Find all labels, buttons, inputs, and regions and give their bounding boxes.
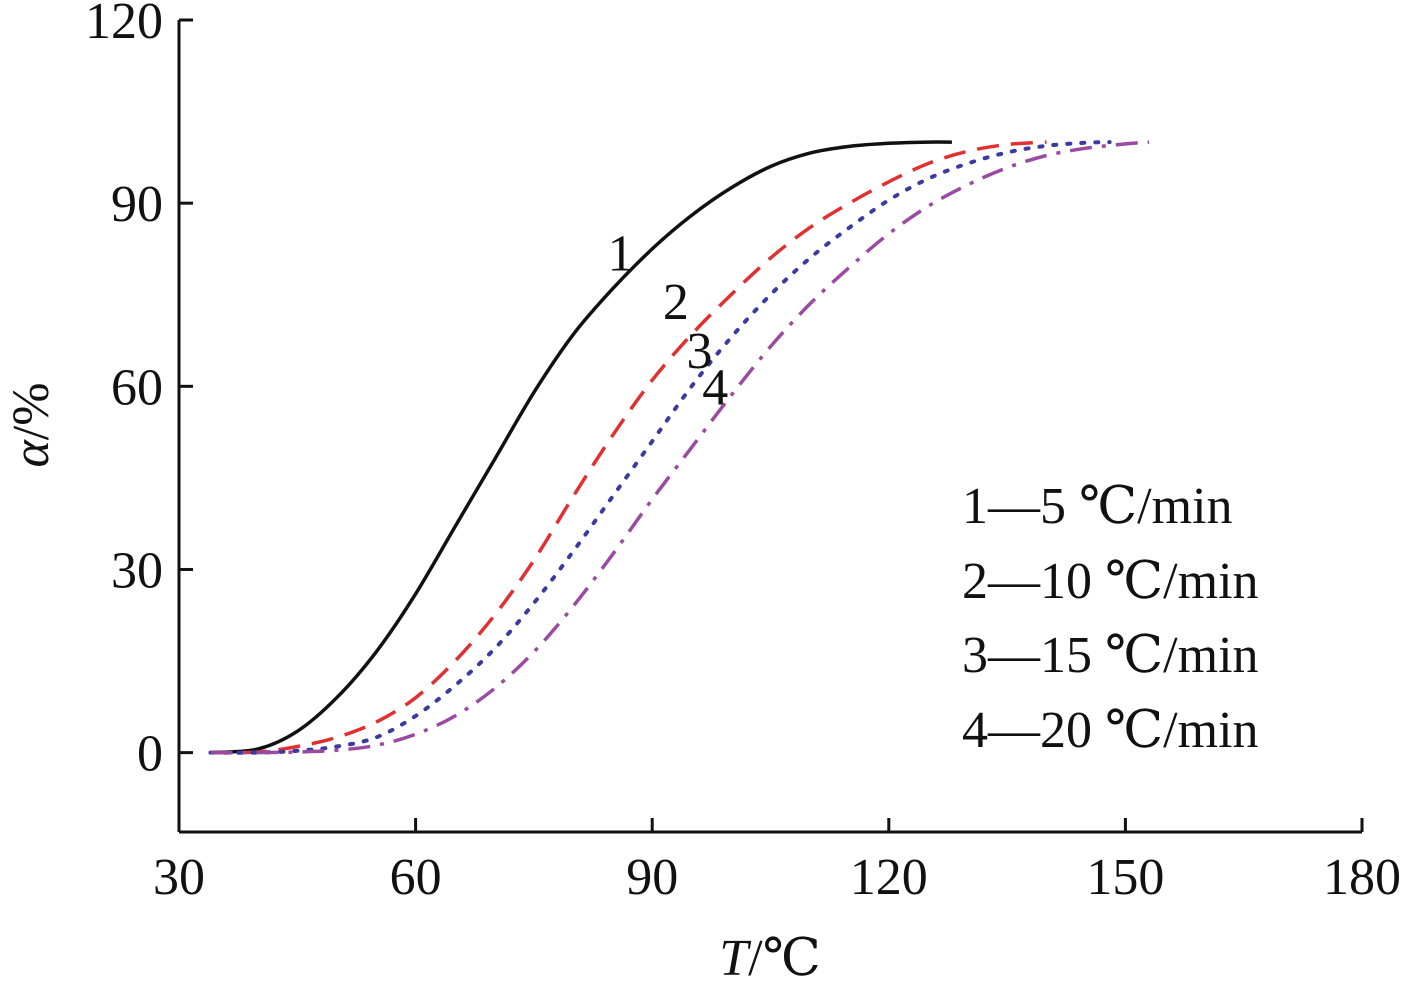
x-tick-label: 60 [390, 849, 442, 906]
series-label-1: 1 [608, 225, 634, 282]
y-tick-label: 60 [111, 359, 163, 416]
x-tick-label: 150 [1086, 849, 1164, 906]
x-tick-label: 180 [1323, 849, 1401, 906]
series-label-3: 3 [687, 323, 713, 380]
legend: 1—5 ℃/min 2—10 ℃/min 3—15 ℃/min 4—20 ℃/m… [962, 478, 1259, 759]
y-tick-label: 30 [111, 542, 163, 599]
x-axis-variable: T [719, 930, 751, 981]
x-tick-label: 90 [626, 849, 678, 906]
y-tick-label: 0 [137, 726, 163, 783]
y-tick-label: 90 [111, 176, 163, 233]
legend-entry-1: 1—5 ℃/min [962, 478, 1233, 535]
axes: 30 60 90 120 150 180 0 30 60 90 120 [85, 0, 1401, 906]
x-tick-label: 120 [850, 849, 928, 906]
series-label-4: 4 [702, 360, 728, 417]
series-label-2: 2 [663, 274, 689, 331]
y-axis-unit: /% [3, 382, 60, 440]
y-axis-variable: α [3, 439, 60, 468]
series-line-4 [210, 140, 1150, 755]
legend-entry-2: 2—10 ℃/min [962, 553, 1259, 610]
series-layer [208, 140, 1150, 755]
y-tick-label: 120 [85, 0, 163, 50]
series-line-1 [210, 140, 952, 755]
x-axis-unit: /℃ [748, 930, 821, 981]
legend-entry-4: 4—20 ℃/min [962, 702, 1259, 759]
series-line-3 [208, 140, 1112, 755]
x-tick-label: 30 [153, 849, 205, 906]
legend-entry-3: 3—15 ℃/min [962, 627, 1259, 684]
x-axis-title: T/℃ [719, 930, 821, 981]
series-line-2 [210, 140, 1047, 755]
y-axis-title: α/% [3, 382, 60, 467]
